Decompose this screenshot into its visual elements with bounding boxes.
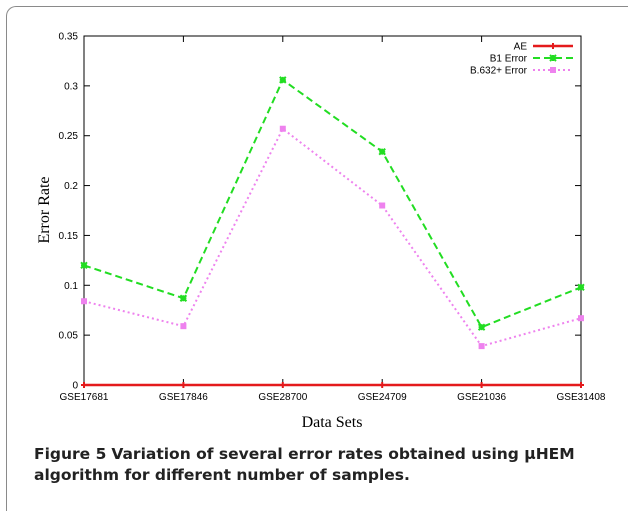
line-chart: 00.050.10.150.20.250.30.35 GSE17681 GSE17…	[36, 32, 606, 432]
legend-label: AE	[514, 42, 528, 53]
data-point	[279, 76, 287, 84]
x-tick-label: GSE17681	[60, 392, 109, 403]
series-ae	[81, 382, 584, 388]
data-point	[80, 261, 88, 270]
figure-frame	[6, 6, 628, 511]
y-axis-title: Error Rate	[36, 176, 53, 243]
plot-area	[83, 35, 582, 386]
y-tick-label: 0.35	[59, 32, 79, 43]
y-tick-label: 0.05	[59, 331, 79, 342]
y-tick-label: 0.1	[64, 281, 78, 292]
series-layer	[80, 76, 585, 388]
data-point	[478, 343, 485, 350]
data-point	[279, 382, 286, 388]
series-line	[83, 127, 582, 348]
legend-marker	[549, 54, 557, 62]
y-tick-label: 0.3	[64, 81, 78, 92]
x-tick-label: GSE28700	[258, 392, 307, 403]
x-tick-label: GSE21036	[457, 392, 506, 403]
series-b-632-error	[81, 125, 584, 350]
data-point	[379, 202, 386, 209]
series-line	[83, 78, 582, 329]
caption-text: Variation of several error rates obtaine…	[34, 445, 575, 484]
data-point	[379, 382, 386, 388]
caption-label: Figure 5	[34, 445, 107, 463]
x-axis: GSE17681 GSE17846 GSE28700 GSE24709 GSE21036…	[60, 36, 606, 403]
data-point	[578, 382, 584, 388]
legend-label: B1 Error	[490, 54, 528, 65]
x-tick-label: GSE17846	[159, 392, 208, 403]
y-tick-label: 0	[72, 381, 78, 392]
y-tick-label: 0.2	[64, 181, 78, 192]
data-point	[578, 315, 584, 322]
data-point	[477, 323, 486, 331]
data-point	[478, 382, 485, 388]
x-tick-label: GSE31408	[557, 392, 606, 403]
legend-marker	[550, 43, 556, 49]
data-point	[279, 125, 286, 132]
x-axis-title: Data Sets	[302, 414, 363, 431]
y-axis: 0 0.05 0.1 0.15 0.2 0.25 0.3 0.35	[59, 32, 581, 392]
data-point	[577, 283, 585, 291]
figure-caption: Figure 5 Variation of several error rate…	[34, 444, 614, 486]
series-b1-error	[80, 76, 585, 331]
x-tick-label: GSE24709	[358, 392, 407, 403]
data-point	[180, 382, 187, 388]
y-tick-label: 0.15	[59, 231, 79, 242]
data-point	[179, 294, 188, 302]
data-point	[378, 147, 386, 156]
legend-label: B.632+ Error	[470, 66, 528, 77]
y-tick-label: 0.25	[59, 131, 79, 142]
legend-marker	[550, 67, 556, 73]
data-point	[81, 298, 87, 305]
data-point	[81, 382, 87, 388]
data-point	[180, 323, 187, 330]
